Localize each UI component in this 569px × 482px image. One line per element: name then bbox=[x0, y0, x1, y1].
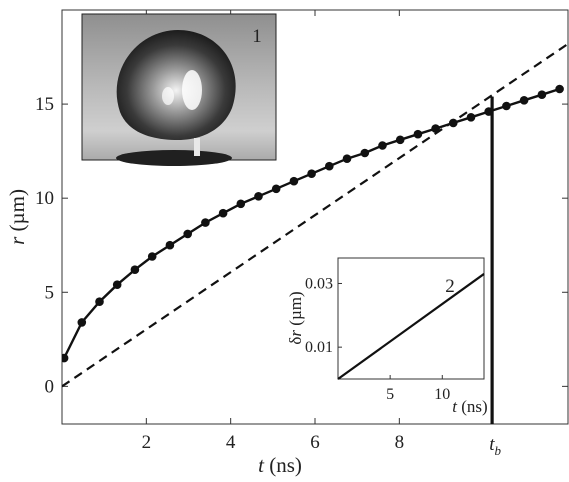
x-tick-label-0: 2 bbox=[142, 432, 152, 453]
dashed-series-line bbox=[62, 42, 568, 388]
inset-axis-ticks bbox=[338, 282, 443, 379]
drop-highlight-small bbox=[162, 87, 174, 105]
data-point-19 bbox=[395, 135, 405, 145]
inset-photo-label: 1 bbox=[252, 26, 262, 47]
series-markers bbox=[62, 84, 564, 363]
y-axis-label: r (µm) bbox=[5, 189, 29, 245]
inset-series-label: 2 bbox=[445, 276, 455, 297]
x-tick-label-1: 4 bbox=[226, 432, 236, 453]
y-tick-label-1: 5 bbox=[45, 282, 55, 303]
y-tick-label-2: 10 bbox=[35, 188, 54, 209]
y-tick-label-0: 0 bbox=[45, 376, 55, 397]
data-point-27 bbox=[537, 90, 547, 99]
inset-x-tick-label-0: 5 bbox=[386, 386, 394, 403]
data-point-20 bbox=[413, 129, 423, 139]
data-point-28 bbox=[555, 84, 564, 94]
data-point-14 bbox=[307, 169, 316, 178]
inset-x-axis-label: t (ns) bbox=[452, 397, 487, 416]
drop-shadow-reflection bbox=[116, 150, 232, 166]
data-point-25 bbox=[502, 101, 511, 111]
data-point-12 bbox=[271, 184, 281, 194]
data-point-3 bbox=[112, 280, 122, 290]
data-point-7 bbox=[183, 229, 192, 239]
inset-series-line bbox=[337, 273, 485, 380]
drop-stem bbox=[194, 138, 200, 156]
inset-y-axis-label: δr (µm) bbox=[286, 291, 305, 344]
tick-labels: 2 4 6 8 0 5 10 15 bbox=[35, 94, 404, 453]
data-point-9 bbox=[218, 208, 228, 218]
inset-plot-frame bbox=[337, 257, 485, 380]
data-point-18 bbox=[378, 141, 387, 150]
inset-photo: 1 bbox=[81, 13, 277, 166]
data-point-5 bbox=[147, 252, 157, 261]
data-point-0 bbox=[62, 353, 69, 363]
data-point-8 bbox=[201, 218, 210, 227]
inset-tick-labels: 5 10 0.01 0.03 bbox=[305, 275, 450, 403]
data-point-16 bbox=[342, 154, 352, 163]
data-point-17 bbox=[360, 148, 370, 158]
x-tick-label-3: 8 bbox=[395, 432, 405, 453]
data-point-15 bbox=[325, 161, 334, 171]
data-point-6 bbox=[165, 240, 175, 250]
x-axis-label: t (ns) bbox=[258, 453, 302, 477]
data-point-26 bbox=[519, 96, 529, 105]
data-point-4 bbox=[130, 265, 140, 275]
droplet bbox=[116, 30, 236, 140]
data-point-13 bbox=[289, 176, 299, 186]
inset-plot: 5 10 0.01 0.03 2 t (ns) δr (µm) bbox=[286, 257, 488, 416]
data-point-10 bbox=[236, 199, 246, 209]
inset-x-tick-label-1: 10 bbox=[434, 386, 450, 403]
data-point-21 bbox=[431, 124, 440, 133]
data-point-23 bbox=[466, 113, 476, 122]
inset-y-tick-label-1: 0.03 bbox=[305, 275, 333, 292]
data-point-11 bbox=[254, 192, 263, 201]
data-point-22 bbox=[449, 118, 458, 128]
x-tick-label-2: 6 bbox=[310, 432, 320, 453]
data-point-1 bbox=[77, 318, 87, 327]
y-tick-label-3: 15 bbox=[35, 94, 54, 115]
tb-label: tb bbox=[489, 434, 501, 458]
drop-highlight bbox=[182, 70, 202, 110]
inset-y-tick-label-0: 0.01 bbox=[305, 339, 333, 356]
data-point-2 bbox=[95, 297, 104, 307]
